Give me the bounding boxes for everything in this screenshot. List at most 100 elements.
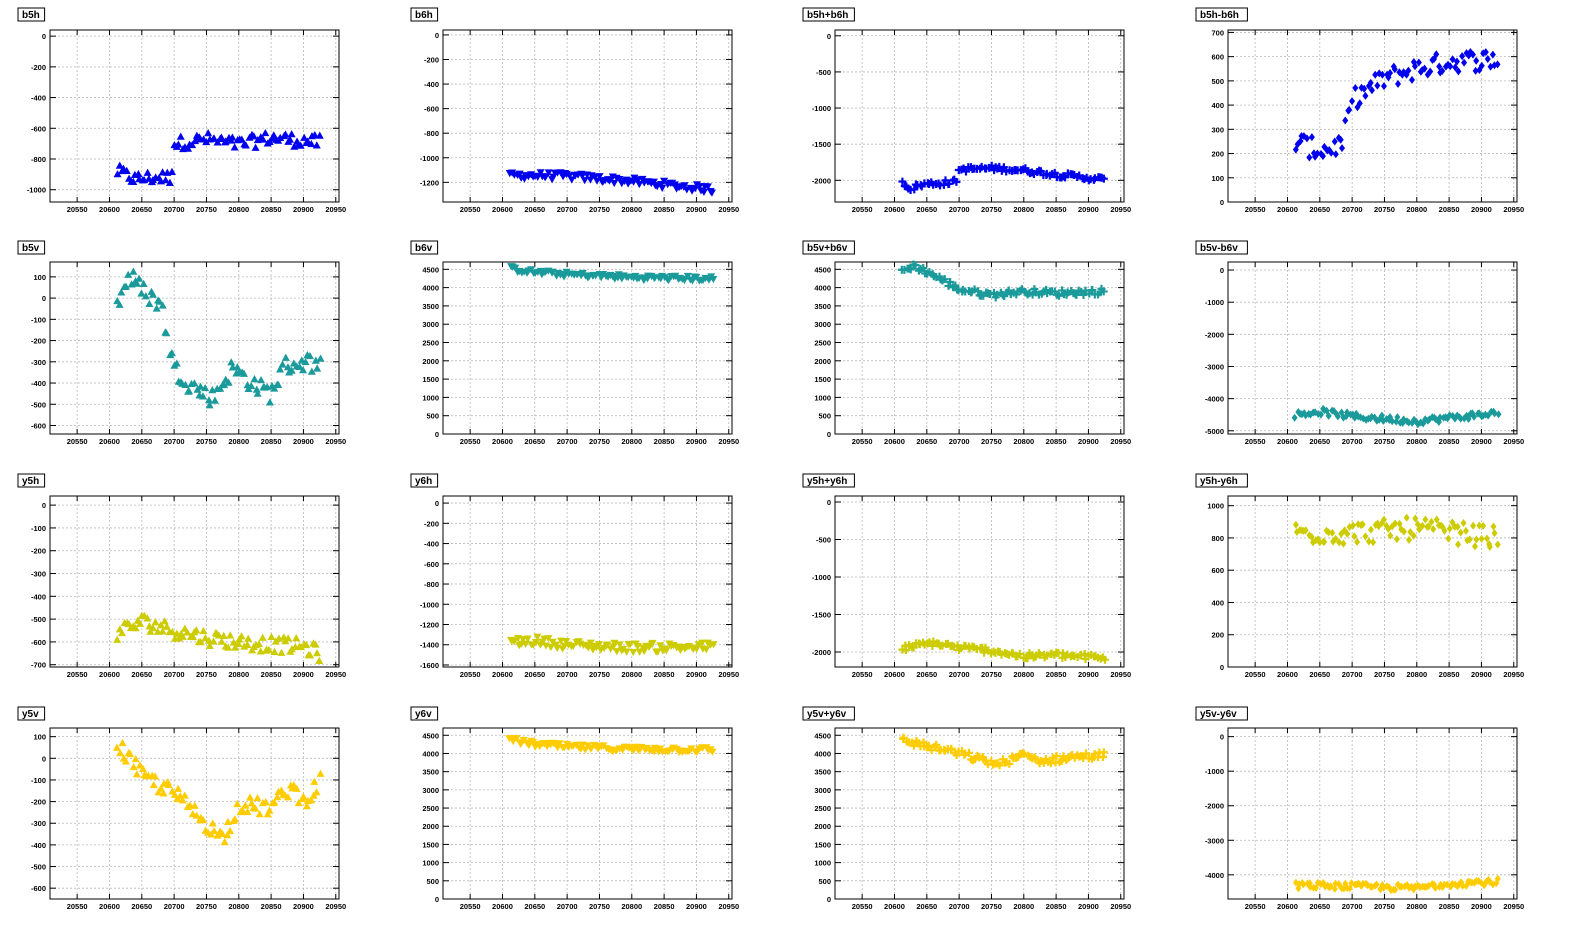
data-point bbox=[1380, 82, 1387, 91]
plot-title-box bbox=[410, 240, 439, 255]
data-point bbox=[580, 177, 589, 185]
plot-panel-y6v: y6v 20550 20600 20650 20700 20750 20800 20850 20… bbox=[410, 706, 739, 911]
data-point bbox=[658, 184, 667, 193]
y-tick-label: 4000 bbox=[422, 749, 439, 758]
data-point bbox=[1349, 97, 1356, 106]
data-point bbox=[1331, 884, 1338, 893]
data-point bbox=[1462, 526, 1469, 535]
data-point bbox=[656, 642, 665, 650]
data-point bbox=[998, 290, 1007, 299]
data-point bbox=[303, 137, 312, 145]
y-tick-label: -200 bbox=[31, 337, 46, 346]
y-tick-label: 0 bbox=[435, 895, 439, 904]
data-point bbox=[121, 757, 130, 765]
x-tick-label: 20850 bbox=[1439, 902, 1460, 911]
data-point bbox=[131, 624, 140, 632]
data-point bbox=[218, 829, 227, 837]
data-point bbox=[295, 362, 304, 371]
y-tick-label: 500 bbox=[818, 877, 831, 886]
data-point bbox=[112, 743, 121, 751]
y-tick-label: -400 bbox=[31, 379, 46, 388]
data-point bbox=[1485, 411, 1492, 420]
x-tick-label: 20750 bbox=[589, 437, 610, 446]
data-point bbox=[1495, 410, 1502, 419]
data-point bbox=[1446, 524, 1453, 533]
data-point bbox=[1394, 413, 1401, 422]
data-point bbox=[141, 292, 150, 300]
x-tick-label: 20600 bbox=[492, 205, 513, 214]
data-point bbox=[270, 384, 279, 392]
data-point bbox=[250, 375, 259, 383]
data-point bbox=[692, 273, 701, 282]
data-point bbox=[265, 398, 274, 406]
data-point bbox=[909, 643, 918, 652]
x-tick-label: 20900 bbox=[686, 902, 707, 911]
series-points bbox=[1292, 47, 1501, 162]
y-tick-label: -3000 bbox=[1205, 362, 1224, 371]
y-tick-label: -300 bbox=[31, 358, 46, 367]
x-tick-label: 20700 bbox=[949, 902, 970, 911]
data-point bbox=[315, 131, 324, 139]
x-tick-label: 20950 bbox=[1503, 902, 1524, 911]
data-point bbox=[241, 141, 250, 149]
x-tick-label: 20850 bbox=[1046, 670, 1067, 679]
data-point bbox=[1337, 135, 1344, 144]
data-point bbox=[313, 364, 322, 372]
y-tick-label: -800 bbox=[31, 155, 46, 164]
x-tick-label: 20950 bbox=[1110, 670, 1131, 679]
x-tick-label: 20900 bbox=[1471, 670, 1492, 679]
data-point bbox=[1484, 55, 1491, 64]
y-tick-label: 3500 bbox=[814, 302, 831, 311]
data-point bbox=[129, 177, 138, 185]
x-tick-label: 20700 bbox=[949, 437, 970, 446]
plot-frame bbox=[834, 29, 1125, 203]
y-tick-label: 3500 bbox=[422, 302, 439, 311]
data-point bbox=[541, 173, 550, 181]
data-point bbox=[283, 793, 292, 801]
data-point bbox=[1454, 522, 1461, 531]
data-point bbox=[1400, 527, 1407, 536]
data-point bbox=[167, 349, 176, 357]
data-point bbox=[703, 183, 712, 191]
data-point bbox=[210, 826, 219, 835]
y-tick-label: -1000 bbox=[420, 154, 439, 163]
x-tick-label: 20750 bbox=[1374, 902, 1395, 911]
data-point bbox=[302, 640, 311, 649]
series-points bbox=[113, 611, 324, 665]
plot-panel-y5h-y6h: y5h-y6h 20550 20600 20650 20700 20750 20800 208… bbox=[1195, 473, 1524, 679]
data-point bbox=[113, 170, 122, 178]
data-point bbox=[168, 627, 177, 636]
data-point bbox=[257, 375, 266, 384]
data-point bbox=[1455, 67, 1462, 76]
data-point bbox=[253, 793, 262, 802]
plot-frame bbox=[834, 495, 1125, 668]
y-tick-label: -4000 bbox=[1205, 871, 1224, 880]
data-point bbox=[1079, 290, 1088, 299]
y-tick-label: -200 bbox=[424, 519, 439, 528]
x-tick-label: 20650 bbox=[131, 902, 152, 911]
data-point bbox=[1452, 63, 1459, 72]
data-point bbox=[1410, 58, 1417, 67]
data-point bbox=[251, 143, 260, 151]
data-point bbox=[160, 617, 169, 625]
data-point bbox=[687, 745, 696, 753]
x-tick-label: 20900 bbox=[1471, 437, 1492, 446]
series-points bbox=[112, 738, 325, 846]
y-tick-label: -300 bbox=[31, 819, 46, 828]
x-tick-label: 20600 bbox=[884, 437, 905, 446]
data-point bbox=[1306, 153, 1313, 162]
data-point bbox=[219, 631, 228, 640]
plot-panel-b5h: b5h 20550 20600 20650 20700 20750 20800 20850 20… bbox=[17, 7, 346, 214]
data-point bbox=[1391, 65, 1398, 74]
data-point bbox=[174, 140, 183, 148]
data-point bbox=[1494, 874, 1501, 883]
data-point bbox=[192, 626, 201, 634]
data-point bbox=[249, 132, 258, 140]
plot-title: b5v-b6v bbox=[1200, 243, 1238, 254]
data-point bbox=[281, 130, 290, 138]
data-point bbox=[629, 648, 638, 657]
y-tick-label: -1600 bbox=[420, 661, 439, 670]
x-tick-label: 20700 bbox=[164, 902, 185, 911]
x-tick-label: 20700 bbox=[557, 205, 578, 214]
